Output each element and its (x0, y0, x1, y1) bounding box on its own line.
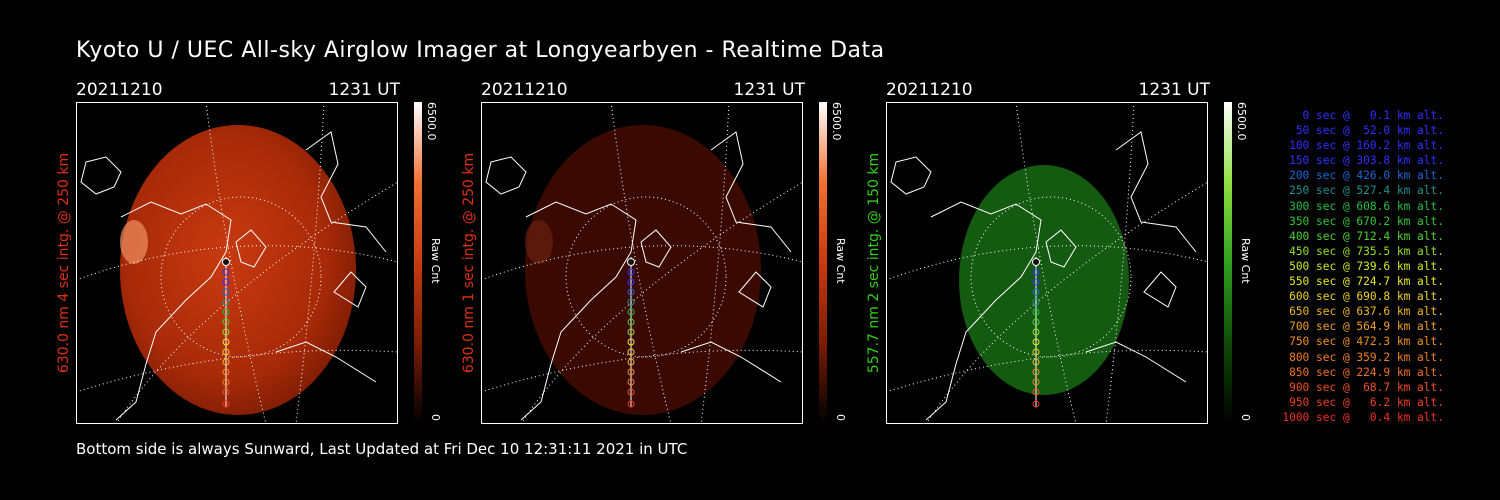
legend-item: 700 sec @ 564.9 km alt. (1289, 320, 1444, 334)
page-title: Kyoto U / UEC All-sky Airglow Imager at … (76, 38, 885, 63)
legend-item: 250 sec @ 527.4 km alt. (1289, 184, 1444, 198)
legend-item: 650 sec @ 637.6 km alt. (1289, 305, 1444, 319)
legend-item: 350 sec @ 670.2 km alt. (1289, 214, 1444, 228)
allsky-map (76, 102, 398, 424)
coastline (485, 131, 792, 421)
colorbar-max: 6500.0 (830, 102, 843, 141)
allsky-map (481, 102, 803, 424)
legend-item: 200 sec @ 426.0 km alt. (1289, 169, 1444, 183)
colorbar-min: 0 (429, 414, 442, 421)
colorbar-max: 6500.0 (425, 102, 438, 141)
legend-item: 450 sec @ 735.5 km alt. (1289, 244, 1444, 258)
legend-item: 600 sec @ 690.8 km alt. (1289, 290, 1444, 304)
coastline (890, 131, 1197, 421)
airglow-panel-2: 20211210 1231 UT 630.0 nm 1 sec intg. @ … (461, 80, 881, 430)
legend-item: 100 sec @ 160.2 km alt. (1289, 139, 1444, 153)
colorbar (1224, 102, 1232, 424)
allsky-image-green (886, 102, 1208, 424)
airglow-panel-1: 20211210 1231 UT 630.0 nm 4 sec intg. @ … (56, 80, 476, 430)
legend-item: 300 sec @ 608.6 km alt. (1289, 199, 1444, 213)
legend-item: 0 sec @ 0.1 km alt. (1302, 109, 1444, 122)
legend-item: 550 sec @ 724.7 km alt. (1289, 275, 1444, 289)
panel-wavelength-label: 630.0 nm 4 sec intg. @ 250 km (56, 152, 72, 374)
legend-item: 900 sec @ 68.7 km alt. (1289, 380, 1444, 394)
allsky-image-red-dim (481, 102, 803, 424)
legend-item: 1000 sec @ 0.4 km alt. (1282, 410, 1444, 424)
sky-image-ellipse (525, 125, 761, 415)
legend-item: 500 sec @ 739.6 km alt. (1289, 259, 1444, 273)
panel-wavelength-label: 630.0 nm 1 sec intg. @ 250 km (461, 152, 477, 374)
sky-image-ellipse (120, 125, 356, 415)
panel-wavelength-label: 557.7 nm 2 sec intg. @ 150 km (866, 152, 882, 374)
panel-time: 1231 UT (1138, 80, 1211, 100)
allsky-image-red-bright (76, 102, 398, 424)
airglow-panel-3: 20211210 1231 UT 557.7 nm 2 sec intg. @ … (866, 80, 1286, 430)
panel-time: 1231 UT (733, 80, 806, 100)
colorbar-min: 0 (834, 414, 847, 421)
trajectory (1032, 257, 1040, 408)
legend-item: 850 sec @ 224.9 km alt. (1289, 365, 1444, 379)
colorbar (819, 102, 827, 424)
colorbar-unit: Raw Cnt (429, 238, 442, 284)
legend-item: 950 sec @ 6.2 km alt. (1289, 395, 1444, 409)
legend-item: 400 sec @ 712.4 km alt. (1289, 229, 1444, 243)
trajectory (627, 257, 635, 408)
panel-date: 20211210 (886, 80, 973, 100)
legend-item: 800 sec @ 359.2 km alt. (1289, 350, 1444, 364)
trajectory (222, 257, 230, 408)
trajectory-legend: 0 sec @ 0.1 km alt. 50 sec @ 52.0 km alt… (1262, 108, 1444, 425)
panel-time: 1231 UT (328, 80, 401, 100)
panel-date: 20211210 (76, 80, 163, 100)
legend-item: 150 sec @ 303.8 km alt. (1289, 154, 1444, 168)
colorbar-min: 0 (1239, 414, 1252, 421)
colorbar-unit: Raw Cnt (834, 238, 847, 284)
legend-item: 750 sec @ 472.3 km alt. (1289, 335, 1444, 349)
footer-note: Bottom side is always Sunward, Last Upda… (76, 440, 688, 458)
colorbar (414, 102, 422, 424)
allsky-map (886, 102, 1208, 424)
coastline (80, 131, 387, 421)
legend-item: 50 sec @ 52.0 km alt. (1295, 124, 1444, 138)
colorbar-max: 6500.0 (1235, 102, 1248, 141)
panel-date: 20211210 (481, 80, 568, 100)
colorbar-unit: Raw Cnt (1239, 238, 1252, 284)
